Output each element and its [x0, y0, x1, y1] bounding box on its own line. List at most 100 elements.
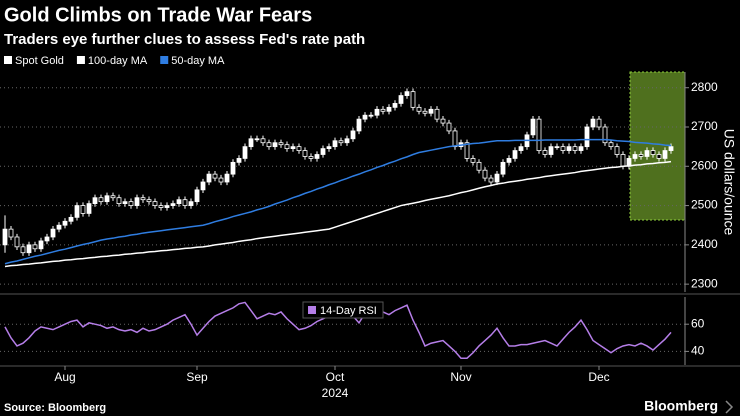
candle-body — [410, 91, 416, 108]
candle-body — [242, 146, 248, 159]
candle-body — [386, 106, 392, 112]
x-tick-label: Sep — [186, 370, 208, 384]
candle-body — [302, 150, 308, 157]
candle-body — [140, 197, 146, 201]
candle-body — [56, 224, 62, 230]
candle-body — [440, 118, 446, 124]
candle-body — [602, 126, 608, 144]
candle-body — [152, 201, 158, 206]
candle-body — [194, 189, 200, 203]
candle-body — [356, 118, 362, 132]
candle-body — [392, 103, 398, 108]
candle-body — [452, 130, 458, 148]
candle-body — [44, 236, 50, 242]
candle-body — [398, 95, 404, 104]
candle-body — [86, 203, 92, 214]
candle-body — [506, 158, 512, 163]
candle-body — [584, 126, 590, 148]
chart-subtitle: Traders eye further clues to assess Fed'… — [4, 31, 365, 48]
candle-body — [212, 173, 218, 179]
candle-body — [338, 140, 344, 144]
chart-title: Gold Climbs on Trade War Fears — [4, 4, 312, 26]
candle-body — [650, 150, 656, 155]
candle-body — [344, 138, 350, 144]
y-tick-label: 2400 — [691, 237, 718, 251]
candle-body — [20, 246, 26, 254]
candle-body — [374, 108, 380, 116]
candle-body — [164, 205, 170, 208]
candle-body — [236, 158, 242, 163]
legend-label: 14-Day RSI — [320, 305, 377, 317]
y-tick-label: 2700 — [691, 119, 718, 133]
candle-body — [272, 142, 278, 148]
candle-body — [578, 146, 584, 151]
x-tick-label: Oct — [326, 370, 345, 384]
legend-swatch — [76, 56, 85, 64]
candle-body — [230, 161, 236, 175]
candle-body — [380, 108, 386, 112]
candle-body — [284, 144, 290, 150]
candle-body — [596, 118, 602, 128]
candle-body — [92, 197, 98, 205]
y-tick-label: 2800 — [691, 80, 718, 94]
legend-swatch — [160, 56, 169, 64]
y-tick-label: 60 — [691, 316, 705, 330]
candle-body — [296, 146, 302, 151]
legend-swatch — [4, 56, 12, 64]
y-tick-label: 40 — [691, 344, 705, 358]
candle-body — [512, 150, 518, 159]
candle-body — [320, 148, 326, 155]
candle-body — [2, 228, 8, 246]
candle-body — [110, 195, 116, 199]
candle-body — [662, 150, 668, 159]
candle-body — [560, 146, 566, 151]
legend-swatch — [308, 306, 316, 314]
candle-body — [98, 197, 104, 203]
candle-body — [542, 150, 548, 155]
candle-body — [566, 146, 572, 151]
candle-body — [248, 138, 254, 148]
candle-body — [122, 201, 128, 205]
x-tick-label: Aug — [54, 370, 75, 384]
candle-body — [74, 205, 80, 218]
candle-body — [50, 228, 56, 238]
candle-body — [146, 199, 152, 203]
candle-body — [134, 197, 140, 206]
source: Source: Bloomberg — [4, 402, 106, 414]
candle-body — [572, 146, 578, 151]
candle-body — [530, 118, 536, 136]
candle-body — [290, 146, 296, 150]
candle-body — [8, 228, 14, 238]
candle-body — [260, 138, 266, 144]
legend-box — [302, 301, 384, 319]
candle-body — [68, 216, 74, 222]
candle-body — [428, 108, 434, 114]
candle-body — [638, 154, 644, 157]
candle-body — [170, 203, 176, 206]
candle-body — [518, 146, 524, 151]
candle-body — [590, 118, 596, 128]
candle-body — [656, 154, 662, 159]
candle-body — [536, 118, 542, 151]
candle-body — [614, 146, 620, 155]
candle-body — [128, 201, 134, 206]
candle-body — [116, 197, 122, 205]
candle-body — [416, 106, 422, 112]
candle-body — [644, 150, 650, 157]
candle-body — [182, 199, 188, 206]
line-series — [4, 160, 672, 268]
candle-body — [14, 236, 20, 248]
candle-body — [176, 199, 182, 205]
candle-body — [482, 169, 488, 179]
legend-label: 100-day MA — [88, 55, 148, 67]
candle-body — [38, 240, 44, 250]
candle-body — [26, 244, 32, 254]
candle-body — [206, 173, 212, 183]
candle-body — [488, 177, 494, 183]
candle-body — [476, 161, 482, 171]
candle-body — [326, 146, 332, 150]
candle-body — [668, 146, 674, 151]
candle-body — [200, 181, 206, 191]
candle-body — [470, 158, 476, 163]
candle-body — [32, 244, 38, 250]
